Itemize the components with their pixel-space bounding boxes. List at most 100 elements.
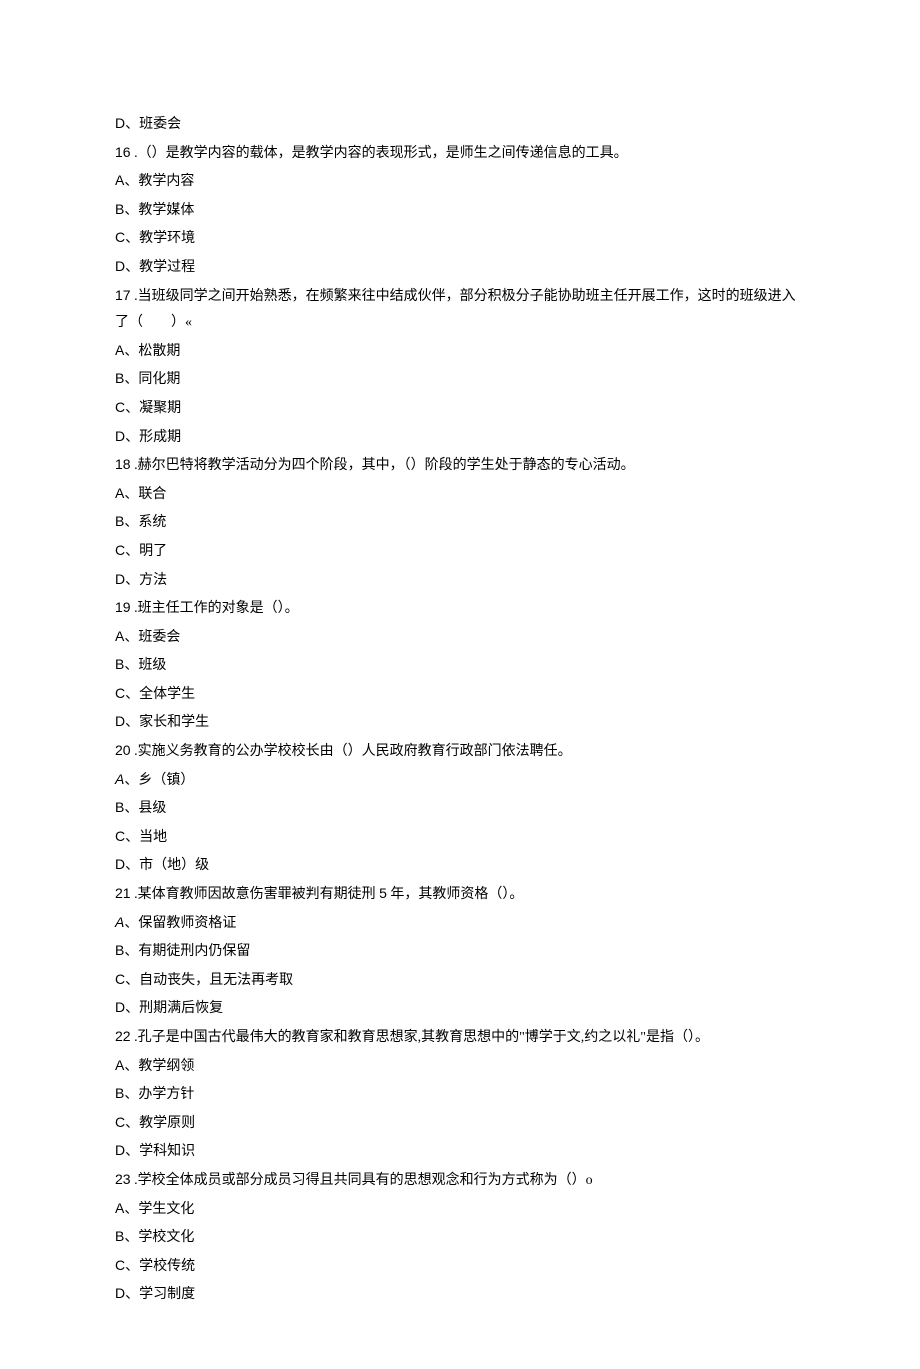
option-label: D [115, 258, 125, 274]
option-label: A [115, 628, 124, 644]
inline-number: 5 [379, 885, 387, 901]
option-text: 、保留教师资格证 [124, 916, 236, 931]
question-text: .实施义务教育的公办学校校长由（）人民政府教育行政部门依法聘任。 [131, 744, 572, 759]
text-line: C、自动丧失，且无法再考取 [115, 966, 805, 995]
text-line: D、家长和学生 [115, 708, 805, 737]
question-number: 23 [115, 1171, 131, 1187]
option-text: 、办学方针 [124, 1087, 194, 1102]
text-line: B、办学方针 [115, 1080, 805, 1109]
text-line: 18 .赫尔巴特将教学活动分为四个阶段，其中，（）阶段的学生处于静态的专心活动。 [115, 451, 805, 480]
option-text: 、班委会 [125, 117, 181, 132]
text-line: B、班级 [115, 651, 805, 680]
option-label: A [115, 342, 124, 358]
text-line: B、教学媒体 [115, 196, 805, 225]
question-text: .学校全体成员或部分成员习得且共同具有的思想观念和行为方式称为（）o [131, 1173, 593, 1188]
text-line: C、教学原则 [115, 1109, 805, 1138]
text-line: 20 .实施义务教育的公办学校校长由（）人民政府教育行政部门依法聘任。 [115, 737, 805, 766]
option-label: C [115, 229, 125, 245]
text-line: A、联合 [115, 480, 805, 509]
option-text: 、学科知识 [125, 1144, 195, 1159]
text-line: 23 .学校全体成员或部分成员习得且共同具有的思想观念和行为方式称为（）o [115, 1166, 805, 1195]
option-label: D [115, 1142, 125, 1158]
text-line: D、方法 [115, 566, 805, 595]
option-label: C [115, 1257, 125, 1273]
option-label: D [115, 1285, 125, 1301]
option-text: 、乡（镇） [124, 773, 194, 788]
option-label: C [115, 542, 125, 558]
text-line: B、学校文化 [115, 1223, 805, 1252]
text-line: 17 .当班级同学之间开始熟悉，在频繁来往中结成伙伴，部分积极分子能协助班主任开… [115, 282, 805, 337]
text-line: B、县级 [115, 794, 805, 823]
text-line: A、保留教师资格证 [115, 909, 805, 938]
option-text: 、松散期 [124, 344, 180, 359]
option-label: A [115, 485, 124, 501]
option-label: A [115, 914, 124, 930]
option-text: 、教学环境 [125, 231, 195, 246]
text-line: D、市（地）级 [115, 851, 805, 880]
option-label: C [115, 685, 125, 701]
text-line: A、教学内容 [115, 167, 805, 196]
text-line: C、凝聚期 [115, 394, 805, 423]
question-number: 22 [115, 1028, 131, 1044]
option-text: 、凝聚期 [125, 401, 181, 416]
text-line: 19 .班主任工作的对象是（）。 [115, 594, 805, 623]
option-text: 、全体学生 [125, 687, 195, 702]
question-text: .某体育教师因故意伤害罪被判有期徒刑 [131, 887, 380, 902]
option-text: 、教学媒体 [124, 203, 194, 218]
option-text: 、当地 [125, 830, 167, 845]
option-text: 、学习制度 [125, 1287, 195, 1302]
text-line: D、学习制度 [115, 1280, 805, 1309]
option-label: C [115, 399, 125, 415]
option-label: D [115, 115, 125, 131]
text-line: D、学科知识 [115, 1137, 805, 1166]
question-number: 21 [115, 885, 131, 901]
option-text: 、学校文化 [124, 1230, 194, 1245]
text-line: B、系统 [115, 508, 805, 537]
text-line: A、班委会 [115, 623, 805, 652]
text-line: D、教学过程 [115, 253, 805, 282]
option-label: B [115, 513, 124, 529]
option-text: 、刑期满后恢复 [125, 1001, 223, 1016]
option-label: D [115, 571, 125, 587]
question-text: .班主任工作的对象是（）。 [131, 601, 299, 616]
option-text: 、联合 [124, 487, 166, 502]
option-text: 、市（地）级 [125, 858, 209, 873]
question-text: .（）是教学内容的载体，是教学内容的表现形式，是师生之间传递信息的工具。 [131, 146, 628, 161]
question-text: 年，其教师资格（）。 [387, 887, 524, 902]
question-number: 17 [115, 287, 131, 303]
text-line: C、当地 [115, 823, 805, 852]
question-text: .赫尔巴特将教学活动分为四个阶段，其中，（）阶段的学生处于静态的专心活动。 [131, 458, 635, 473]
text-line: B、有期徒刑内仍保留 [115, 937, 805, 966]
text-line: D、形成期 [115, 423, 805, 452]
question-number: 16 [115, 144, 131, 160]
option-text: 、学生文化 [124, 1202, 194, 1217]
text-line: A、教学纲领 [115, 1052, 805, 1081]
option-label: C [115, 1114, 125, 1130]
option-label: D [115, 428, 125, 444]
question-number: 20 [115, 742, 131, 758]
text-line: D、刑期满后恢复 [115, 994, 805, 1023]
option-text: 、自动丧失，且无法再考取 [125, 973, 293, 988]
text-line: C、教学环境 [115, 224, 805, 253]
option-label: B [115, 370, 124, 386]
option-text: 、有期徒刑内仍保留 [124, 944, 250, 959]
option-label: B [115, 1085, 124, 1101]
option-label: B [115, 201, 124, 217]
question-text: .孔子是中国古代最伟大的教育家和教育思想家,其教育思想中的"博学于文,约之以礼"… [131, 1030, 709, 1045]
option-label: B [115, 799, 124, 815]
option-label: A [115, 1200, 124, 1216]
option-text: 、学校传统 [125, 1259, 195, 1274]
question-number: 19 [115, 599, 131, 615]
text-line: C、全体学生 [115, 680, 805, 709]
option-label: D [115, 856, 125, 872]
option-text: 、明了 [125, 544, 167, 559]
option-text: 、县级 [124, 801, 166, 816]
option-label: A [115, 1057, 124, 1073]
text-line: A、乡（镇） [115, 766, 805, 795]
option-text: 、系统 [124, 515, 166, 530]
option-label: B [115, 942, 124, 958]
option-text: 、家长和学生 [125, 715, 209, 730]
text-line: 22 .孔子是中国古代最伟大的教育家和教育思想家,其教育思想中的"博学于文,约之… [115, 1023, 805, 1052]
option-label: C [115, 971, 125, 987]
text-line: 16 .（）是教学内容的载体，是教学内容的表现形式，是师生之间传递信息的工具。 [115, 139, 805, 168]
